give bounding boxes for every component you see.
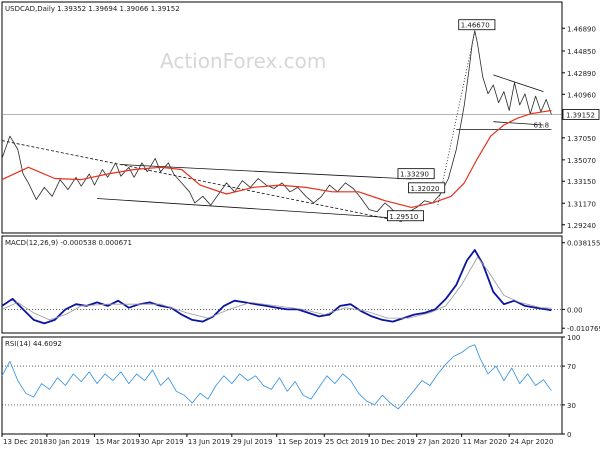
rsi-panel: 100 70 30 0 RSI(14) 44.6092 [1, 334, 580, 439]
current-price-label: 1.39152 [566, 111, 595, 119]
annotation-label: 1.32020 [411, 185, 440, 193]
trendline [437, 31, 476, 206]
watermark: ActionForex.com [160, 49, 326, 73]
price-frame [1, 1, 563, 234]
annotation-label: 1.33290 [400, 171, 429, 179]
annotation-label: 1.46670 [461, 22, 490, 30]
price-panel: 1.46890 1.44850 1.42890 1.40960 1.37050 1.350… [1, 1, 600, 234]
xtick-label: 30 Jan 2019 [48, 438, 90, 446]
annotation-box [397, 168, 435, 180]
series-signal [1, 256, 552, 321]
xtick-label: 13 Dec 2018 [3, 438, 48, 446]
xtick-label: 29 Jul 2019 [233, 438, 273, 446]
annotation-label: 61.8 [534, 121, 550, 129]
price-ytick-label: 1.37050 [567, 135, 596, 143]
rsi-header: RSI(14) 44.6092 [5, 340, 62, 348]
trendline [493, 121, 544, 126]
price-ytick-label: 1.35070 [567, 157, 596, 165]
xtick-label: 24 Apr 2020 [510, 438, 553, 446]
rsi-frame [1, 336, 563, 435]
price-ytick-label: 1.33150 [567, 178, 596, 186]
rsi-ytick-label: 70 [567, 363, 576, 371]
xtick-label: 13 Jun 2019 [188, 438, 230, 446]
trendline [97, 198, 412, 220]
annotation-box [408, 182, 446, 194]
xtick-label: 11 Mar 2020 [463, 438, 507, 446]
macd-frame [1, 235, 563, 334]
macd-ytick-label: -0.010769 [567, 325, 600, 333]
series-rsi [1, 344, 552, 410]
macd-panel: 0.038155 0.00 -0.010769 MACD(12,26,9) -0.00… [1, 235, 600, 334]
trendline [1, 140, 404, 223]
price-ytick-label: 1.31170 [567, 200, 596, 208]
series-macd [1, 249, 552, 325]
price-ytick-label: 1.44850 [567, 48, 596, 56]
xtick-label: 25 Oct 2019 [325, 438, 368, 446]
xtick-label: 15 Mar 2019 [95, 438, 139, 446]
xtick-label: 10 Dec 2019 [370, 438, 415, 446]
rsi-ytick-label: 30 [567, 402, 576, 410]
xtick-label: 27 Jan 2020 [418, 438, 460, 446]
macd-ytick-label: 0.00 [567, 306, 583, 314]
trendline [493, 74, 544, 92]
trendline [120, 164, 412, 180]
rsi-ytick-label: 100 [567, 334, 580, 342]
price-ytick-label: 1.46890 [567, 25, 596, 33]
rsi-ytick-label: 0 [567, 431, 571, 439]
series-ma [1, 109, 552, 208]
price-ytick-label: 1.42890 [567, 70, 596, 78]
macd-header: MACD(12,26,9) -0.000538 0.000671 [5, 239, 132, 247]
annotation-box [387, 210, 425, 222]
series-usdcad [1, 30, 552, 222]
price-header: USDCAD,Daily 1.39352 1.39694 1.39066 1.3… [5, 5, 180, 13]
price-ytick-label: 1.29240 [567, 222, 596, 230]
xtick-label: 11 Sep 2019 [278, 438, 322, 446]
annotation-box [458, 19, 496, 31]
annotation-label: 1.29510 [389, 213, 418, 221]
xtick-label: 30 Apr 2019 [140, 438, 183, 446]
current-price-box [562, 109, 600, 120]
time-axis: 13 Dec 2018 30 Jan 2019 15 Mar 2019 30 Apr … [1, 434, 553, 446]
price-ytick-label: 1.40960 [567, 91, 596, 99]
macd-ytick-label: 0.038155 [567, 240, 600, 248]
